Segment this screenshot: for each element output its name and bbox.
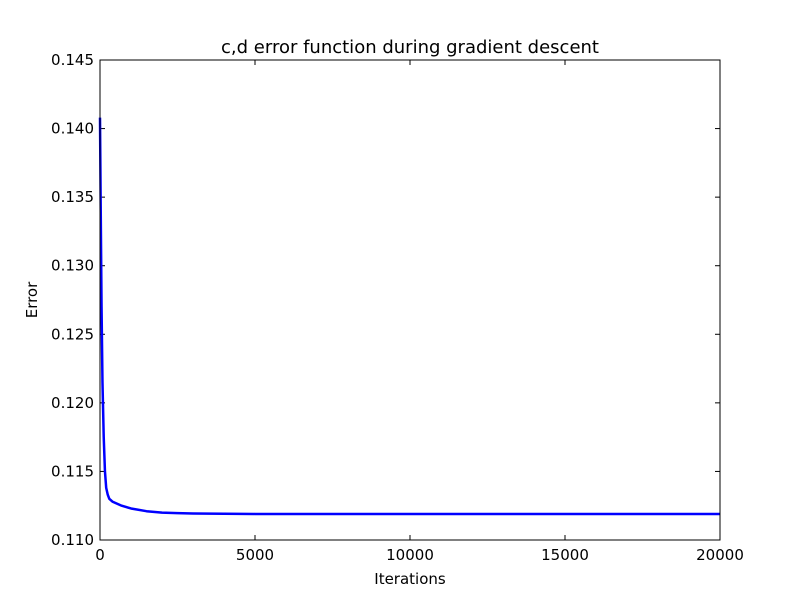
x-tick-label: 20000: [696, 546, 744, 564]
x-tick-label: 15000: [541, 546, 589, 564]
y-axis-label: Error: [23, 281, 41, 318]
series-line: [98, 117, 720, 516]
y-tick-label: 0.125: [51, 325, 94, 343]
y-tick-label: 0.145: [51, 51, 94, 69]
plot-frame: [99, 59, 721, 541]
y-tick-label: 0.120: [51, 394, 94, 412]
y-tick-label: 0.115: [51, 462, 94, 480]
x-tick-label: 0: [95, 546, 105, 564]
x-tick-label: 5000: [236, 546, 274, 564]
y-tick-label: 0.140: [51, 120, 94, 138]
ticks-group: 0 5000 10000 15000 20000 0.110 0.115 0.120 0.125…: [51, 51, 744, 564]
x-tick-label: 10000: [386, 546, 434, 564]
x-axis-label: Iterations: [374, 570, 446, 588]
y-tick-label: 0.110: [51, 531, 94, 549]
chart-title: c,d error function during gradient desce…: [221, 37, 599, 58]
series-layer: [98, 117, 720, 516]
y-tick-label: 0.130: [51, 257, 94, 275]
y-tick-label: 0.135: [51, 188, 94, 206]
